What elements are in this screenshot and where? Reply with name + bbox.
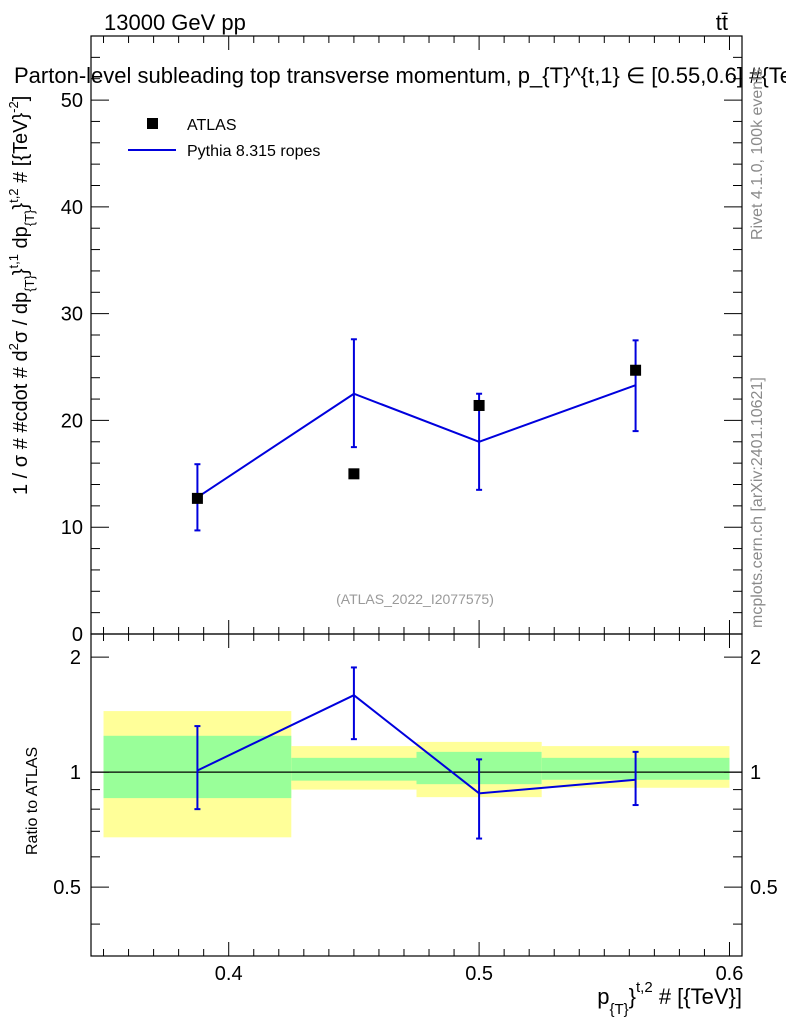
ratio-y-tick-label-right: 2: [750, 647, 761, 669]
data-point: [191, 492, 203, 504]
data-series-main: [191, 364, 642, 504]
main-y-tick-label: 10: [61, 517, 83, 539]
main-y-tick-label: 30: [61, 304, 83, 326]
mc-series-main: [194, 338, 639, 532]
ratio-x-tick-label: 0.6: [716, 963, 744, 985]
legend-label-pythia: Pythia 8.315 ropes: [187, 143, 320, 160]
legend-label-atlas: ATLAS: [187, 117, 237, 134]
mcplots-note: mcplots.cern.ch [arXiv:2401.10621]: [749, 377, 766, 628]
main-panel: 0 10 20 30 40 50: [61, 35, 743, 646]
energy-label: 13000 GeV pp: [104, 10, 246, 35]
legend-marker-atlas: [147, 118, 158, 129]
plot-title: Parton-level subleading top transverse m…: [14, 63, 786, 88]
process-label: tt̄: [716, 10, 728, 35]
ratio-x-tick-label: 0.4: [215, 963, 243, 985]
rivet-note: Rivet 4.1.0, 100k events: [749, 68, 766, 240]
ratio-y-axis: 0.5 0.5 1 1 2 2: [53, 647, 778, 925]
data-point: [630, 364, 642, 376]
data-point: [473, 399, 485, 411]
plot-title-text: Parton-level subleading top transverse m…: [14, 63, 786, 88]
x-axis-label: p{T}}t,2 # [{TeV}]: [597, 979, 742, 1018]
ratio-x-axis: 0.4 0.5 0.6: [103, 634, 744, 985]
main-y-tick-label: 20: [61, 410, 83, 432]
ratio-panel-frame: [90, 633, 743, 957]
main-y-tick-label: 40: [61, 197, 83, 219]
ratio-y-tick-label: 1: [70, 762, 81, 784]
ratio-band-inner: [291, 757, 417, 781]
ratio-x-tick-label: 0.5: [465, 963, 493, 985]
mc-line: [196, 384, 636, 499]
ratio-mc-line: [196, 694, 636, 795]
ratio-y-tick-label-right: 1: [750, 762, 761, 784]
main-y-tick-label: 0: [72, 624, 83, 646]
ratio-y-tick-label-right: 0.5: [750, 877, 778, 899]
main-y-tick-label: 50: [61, 90, 83, 112]
main-x-axis-ticks: [103, 36, 730, 634]
ratio-panel: 0.5 0.5 1 1 2 2 0.4 0.5 0.6: [53, 633, 778, 985]
ratio-y-tick-label: 0.5: [53, 877, 81, 899]
mc-series-ratio: [194, 666, 639, 840]
ratio-y-axis-label: Ratio to ATLAS: [24, 747, 41, 855]
legend: ATLAS Pythia 8.315 ropes: [128, 117, 320, 160]
ratio-y-tick-label: 2: [70, 647, 81, 669]
analysis-id: (ATLAS_2022_I2077575): [336, 591, 494, 607]
main-y-axis: 0 10 20 30 40 50: [61, 56, 742, 646]
data-point: [348, 468, 360, 480]
main-y-axis-label: 1 / σ # #cdot # d2σ / dp{T}}t,1 dp{T}}t,…: [6, 96, 37, 495]
